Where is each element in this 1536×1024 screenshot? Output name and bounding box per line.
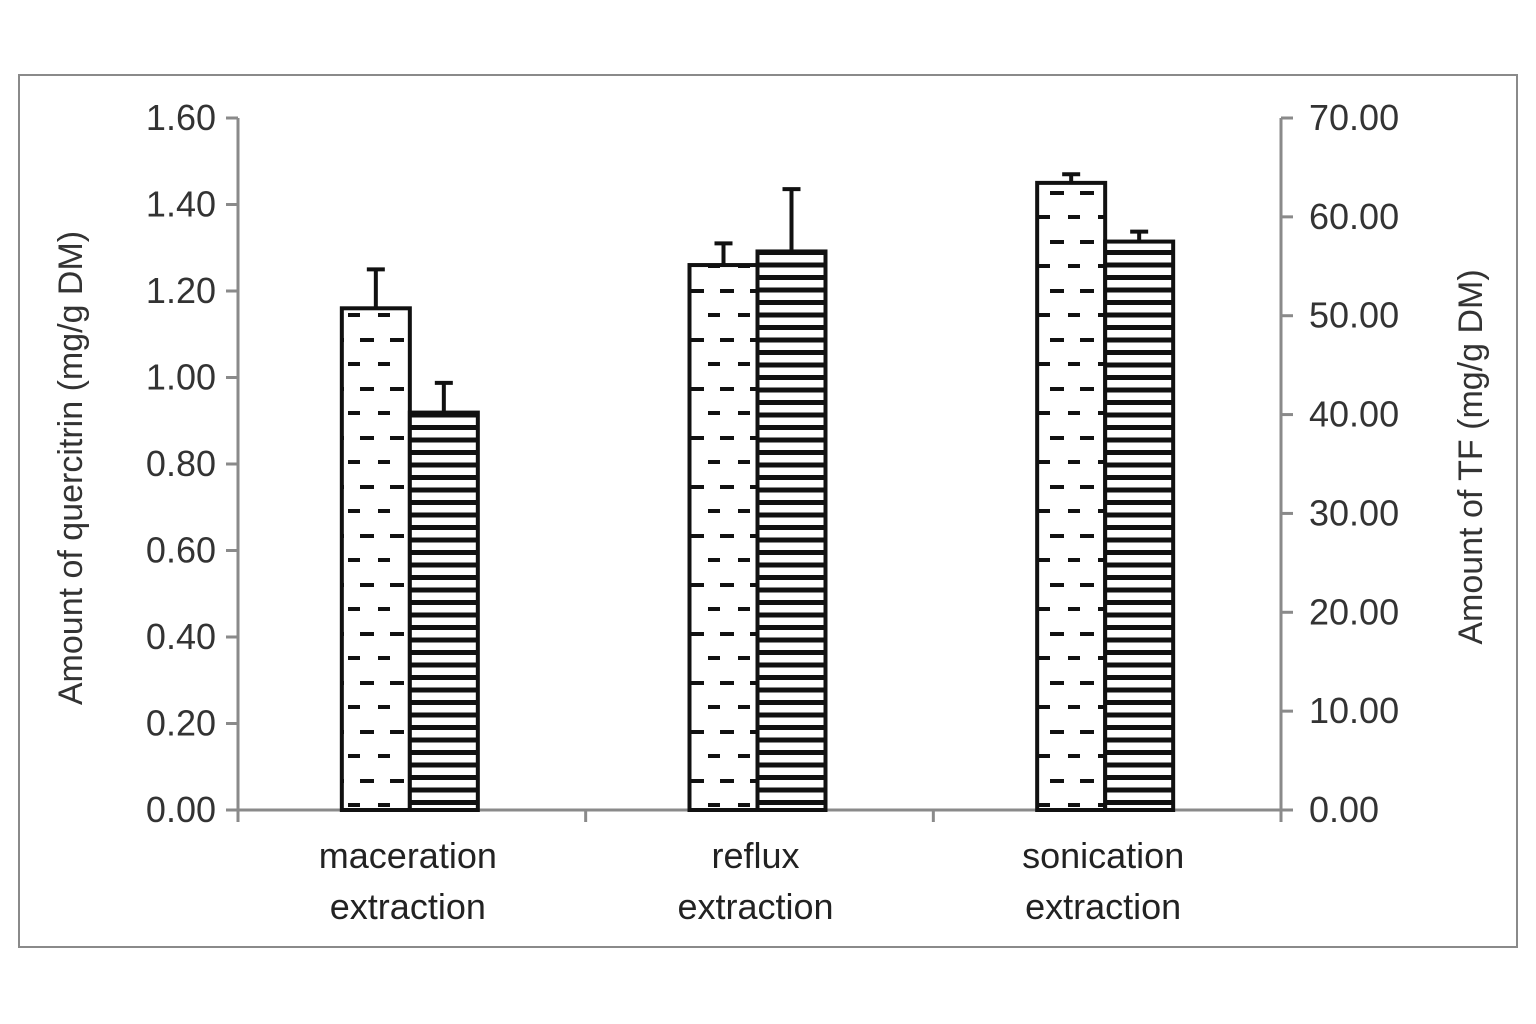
- bar-TF-2: [1103, 239, 1176, 813]
- bar-TF-1: [755, 249, 828, 812]
- category-label: extraction: [330, 886, 486, 927]
- category-label: extraction: [1025, 886, 1181, 927]
- y-left-tick-label: 0.40: [146, 616, 216, 657]
- y-right-tick-label: 50.00: [1309, 295, 1399, 336]
- error-bars: [366, 172, 1149, 413]
- y-left-tick-label: 1.20: [146, 270, 216, 311]
- y-left-tick-label: 0.80: [146, 443, 216, 484]
- category-label: sonication: [1022, 835, 1184, 876]
- y-left-tick-label: 0.00: [146, 789, 216, 830]
- y-right-tick-label: 0.00: [1309, 789, 1379, 830]
- y-axis-right-title: Amount of TF (mg/g DM): [1452, 269, 1490, 644]
- bar-quercitrin-2: [1035, 180, 1108, 812]
- labels: 0.00 0.20 0.40 0.60 0.80 1.00 1.20 1.40 1.60 0.00…: [146, 97, 1399, 927]
- bar-TF-0: [407, 410, 480, 812]
- y-right-tick-label: 70.00: [1309, 97, 1399, 138]
- y-right-tick-label: 60.00: [1309, 196, 1399, 237]
- bar-quercitrin-1: [687, 263, 760, 812]
- y-axis-left-title: Amount of quercitrin (mg/g DM): [52, 231, 90, 705]
- y-right-tick-label: 30.00: [1309, 492, 1399, 533]
- y-left-tick-label: 0.60: [146, 530, 216, 571]
- y-left-tick-label: 0.20: [146, 703, 216, 744]
- category-label: maceration: [319, 835, 497, 876]
- bars: [339, 180, 1176, 813]
- category-label: extraction: [677, 886, 833, 927]
- y-left-tick-label: 1.40: [146, 184, 216, 225]
- y-left-tick-label: 1.60: [146, 97, 216, 138]
- y-left-tick-label: 1.00: [146, 357, 216, 398]
- y-right-tick-label: 10.00: [1309, 690, 1399, 731]
- category-label: reflux: [711, 835, 799, 876]
- y-right-tick-label: 20.00: [1309, 591, 1399, 632]
- bar-quercitrin-0: [339, 306, 412, 812]
- y-right-tick-label: 40.00: [1309, 394, 1399, 435]
